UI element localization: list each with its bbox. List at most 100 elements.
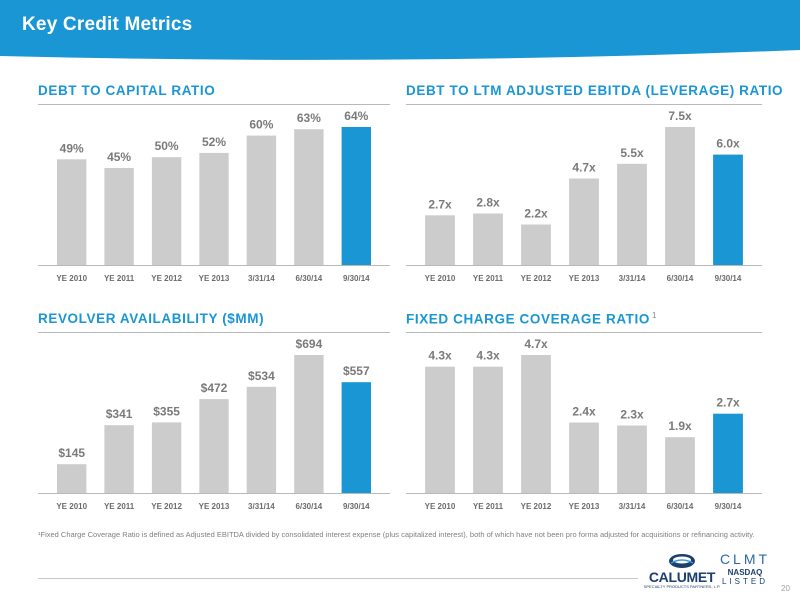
ticker-symbol: CLMT (719, 551, 771, 567)
revolver-title: REVOLVER AVAILABILITY ($MM) (38, 311, 265, 326)
fixed-charge-category-label: 3/31/14 (619, 502, 646, 511)
fixed-charge-category-label: YE 2011 (473, 502, 504, 511)
fixed-charge-data-label: 1.9x (668, 419, 692, 433)
debt-to-capital-data-label: 52% (202, 135, 226, 149)
revolver-data-label: $472 (201, 381, 228, 395)
debt-to-capital-category-label: YE 2012 (151, 274, 182, 283)
revolver-bar (104, 425, 134, 493)
revolver-chart: $145 YE 2010 $341 YE 2011 $355 YE 2012 $472 YE … (38, 337, 390, 511)
debt-to-capital-category-label: 9/30/14 (343, 274, 370, 283)
leverage-bar (473, 213, 503, 265)
debt-to-capital-category-label: 3/31/14 (248, 274, 275, 283)
fixed-charge-data-label: 2.3x (620, 408, 644, 422)
revolver-data-label: $557 (343, 364, 370, 378)
debt-to-capital-data-label: 63% (297, 111, 321, 125)
debt-to-capital-bar (294, 129, 324, 265)
fixed-charge-bar (617, 425, 647, 493)
exchange-name: NASDAQ (727, 568, 763, 577)
fixed-charge-rule (406, 332, 762, 333)
debt-to-capital-data-label: 60% (249, 118, 273, 132)
revolver-category-label: 6/30/14 (296, 502, 323, 511)
leverage-category-label: 6/30/14 (667, 274, 694, 283)
fixed-charge-data-label: 4.7x (524, 337, 548, 351)
leverage-category-label: 3/31/14 (619, 274, 646, 283)
leverage-bar (713, 154, 743, 265)
footnote: ¹Fixed Charge Coverage Ratio is defined … (38, 530, 755, 539)
revolver-category-label: YE 2010 (56, 502, 87, 511)
debt-to-capital-data-label: 49% (60, 141, 84, 155)
leverage-data-label: 5.5x (620, 146, 644, 160)
revolver-category-label: YE 2011 (104, 502, 135, 511)
debt-to-capital-category-label: YE 2013 (199, 274, 230, 283)
fixed-charge-category-label: YE 2013 (569, 502, 600, 511)
debt-to-capital-rule (38, 104, 390, 105)
revolver-bar (341, 382, 371, 493)
listed-label: LISTED (721, 577, 768, 586)
page-number: 20 (781, 584, 790, 593)
revolver-bar (294, 355, 324, 493)
debt-to-capital-bar (57, 159, 87, 265)
fixed-charge-bar (713, 413, 743, 493)
leverage-bar (521, 224, 551, 265)
debt-to-capital-bar (104, 168, 134, 265)
revolver-data-label: $145 (58, 446, 85, 460)
revolver-bar (199, 399, 229, 493)
revolver-bar (151, 422, 182, 493)
revolver-category-label: YE 2012 (151, 502, 182, 511)
debt-to-capital-title: DEBT TO CAPITAL RATIO (38, 83, 216, 98)
leverage-category-label: 9/30/14 (715, 274, 742, 283)
debt-to-capital-chart: 49% YE 2010 45% YE 2011 50% YE 2012 52% YE 2013… (38, 109, 390, 283)
page-title: Key Credit Metrics (22, 14, 193, 35)
fixed-charge-bar (473, 366, 503, 493)
fixed-charge-bar (425, 366, 455, 493)
leverage-title: DEBT TO LTM ADJUSTED EBITDA (LEVERAGE) R… (406, 83, 784, 98)
fixed-charge-bar (521, 355, 551, 493)
fixed-charge-data-label: 2.4x (572, 405, 596, 419)
leverage-chart: 2.7x YE 2010 2.8x YE 2011 2.2x YE 2012 4.7x YE … (406, 109, 762, 283)
fixed-charge-data-label: 4.3x (428, 349, 452, 363)
debt-to-capital-category-label: YE 2011 (104, 274, 135, 283)
fixed-charge-category-label: 9/30/14 (715, 502, 742, 511)
debt-to-capital-category-label: YE 2010 (56, 274, 87, 283)
revolver-data-label: $694 (296, 337, 323, 351)
revolver-bar (57, 464, 87, 493)
debt-to-capital-data-label: 64% (344, 109, 368, 123)
fixed-charge-category-label: YE 2010 (425, 502, 456, 511)
nasdaq-listed-logo: CLMT NASDAQ LISTED (717, 551, 773, 593)
debt-to-capital-category-label: 6/30/14 (296, 274, 323, 283)
footnote-marker: 1 (651, 311, 658, 320)
fixed-charge-bar (665, 437, 695, 493)
leverage-data-label: 2.2x (524, 207, 548, 221)
revolver-data-label: $355 (153, 404, 180, 418)
header-bar: Key Credit Metrics (0, 0, 800, 50)
revolver-rule (38, 332, 390, 333)
leverage-data-label: 2.8x (476, 196, 500, 210)
revolver-category-label: 9/30/14 (343, 502, 370, 511)
revolver-data-label: $341 (106, 407, 133, 421)
header-swoosh (0, 50, 800, 60)
leverage-bar (665, 127, 695, 265)
fixed-charge-title-text: FIXED CHARGE COVERAGE RATIO (406, 311, 650, 327)
leverage-data-label: 6.0x (716, 137, 740, 151)
debt-to-capital-bar (341, 127, 371, 265)
calumet-wordmark: CALUMET (648, 569, 716, 585)
leverage-rule (406, 104, 762, 105)
fixed-charge-chart: 4.3x YE 2010 4.3x YE 2011 4.7x YE 2012 2.4x YE … (406, 337, 762, 511)
revolver-category-label: YE 2013 (199, 502, 230, 511)
leverage-data-label: 2.7x (428, 197, 452, 211)
leverage-bar (569, 178, 599, 265)
leverage-bar (425, 215, 455, 265)
fixed-charge-category-label: YE 2012 (521, 502, 552, 511)
debt-to-capital-bar (246, 135, 277, 265)
fixed-charge-data-label: 2.7x (716, 396, 740, 410)
calumet-subtitle: SPECIALTY PRODUCTS PARTNERS, L.P. (643, 584, 721, 589)
leverage-bar (617, 163, 647, 265)
revolver-data-label: $534 (248, 369, 275, 383)
leverage-category-label: YE 2011 (473, 274, 504, 283)
leverage-category-label: YE 2013 (569, 274, 600, 283)
debt-to-capital-data-label: 50% (155, 139, 179, 153)
leverage-data-label: 7.5x (668, 109, 692, 123)
calumet-emblem-icon (669, 554, 695, 568)
leverage-category-label: YE 2012 (521, 274, 552, 283)
fixed-charge-data-label: 4.3x (476, 349, 500, 363)
